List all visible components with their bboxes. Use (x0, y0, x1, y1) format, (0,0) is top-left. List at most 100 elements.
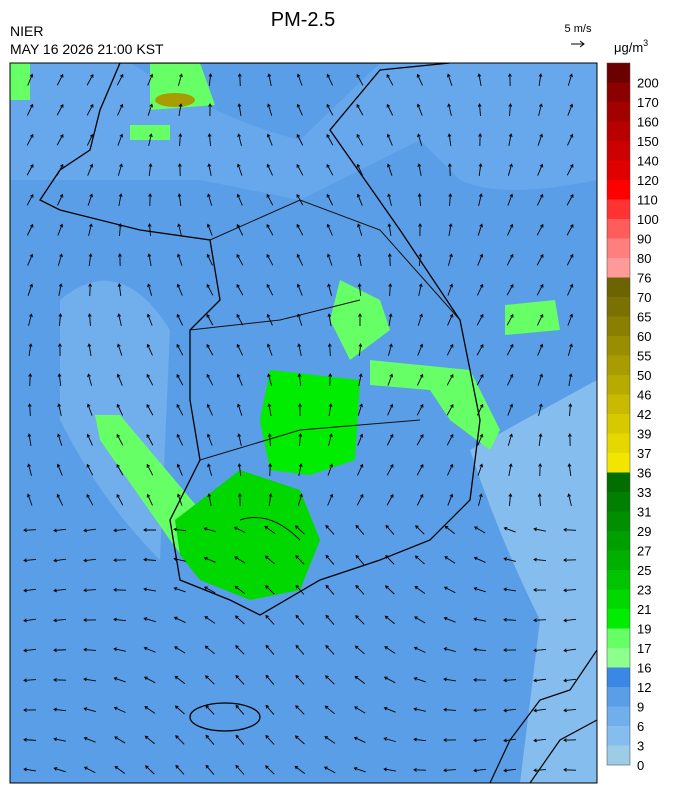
agency: NIER (10, 23, 43, 39)
wind-arrow (325, 675, 335, 685)
wind-arrow (506, 313, 514, 326)
colorbar-label: 17 (637, 641, 651, 656)
colorbar-segment (607, 277, 630, 298)
wind-arrow (143, 528, 157, 532)
wind-arrow (328, 373, 333, 387)
wind-arrow (383, 767, 396, 772)
colorbar-label: 21 (637, 602, 651, 617)
wind-arrow (57, 433, 63, 446)
wind-arrow (26, 193, 34, 206)
wind-arrow (417, 313, 423, 326)
wind-arrow (264, 526, 276, 534)
colorbar-label: 110 (637, 193, 658, 208)
wind-arrow (563, 558, 577, 563)
colorbar-label: 3 (637, 739, 644, 754)
wind-arrow (203, 556, 216, 563)
wind-arrow (146, 373, 154, 386)
wind-arrow (26, 223, 34, 236)
wind-arrow (503, 617, 517, 622)
wind-arrow (538, 433, 543, 447)
wind-arrow (146, 313, 153, 326)
wind-arrow (567, 133, 574, 146)
wind-arrow (144, 706, 156, 714)
wind-arrow (563, 618, 577, 623)
wind-arrow (566, 163, 574, 176)
wind-arrow (28, 313, 33, 326)
wind-arrow (118, 193, 123, 206)
wind-arrow (326, 223, 333, 236)
wind-arrow (384, 585, 395, 595)
wind-arrow (383, 737, 396, 743)
wind-arrow (53, 618, 67, 623)
wind-arrow (326, 73, 333, 86)
wind-arrow (477, 253, 484, 266)
wind-arrow (206, 403, 213, 416)
colorbar-segment (607, 219, 630, 239)
wind-arrow (53, 528, 67, 533)
colorbar-segment (607, 297, 630, 317)
wind-arrow (266, 283, 274, 296)
colorbar: 2001701601501401201101009080767065605550… (606, 62, 659, 773)
wind-arrow (58, 313, 63, 327)
wind-arrow (478, 133, 483, 147)
wind-arrow (503, 648, 517, 652)
wind-arrow (117, 313, 122, 326)
wind-arrow (387, 193, 392, 206)
wind-arrow (418, 253, 423, 267)
wind-arrow (476, 313, 484, 326)
wind-arrow (416, 103, 423, 116)
wind-arrow (264, 555, 275, 565)
wind-arrow (114, 765, 126, 774)
wind-arrow (473, 677, 487, 682)
colorbar-segment (607, 472, 630, 493)
wind-arrow (268, 493, 273, 507)
wind-arrow (235, 764, 245, 775)
wind-arrow (88, 253, 93, 267)
wind-arrow (117, 103, 124, 116)
wind-arrow (176, 313, 184, 326)
wind-arrow (265, 585, 275, 595)
wind-arrow (206, 433, 213, 446)
colorbar-label: 23 (637, 583, 651, 598)
wind-arrow (237, 73, 242, 87)
colorbar-segment (607, 121, 630, 142)
wind-arrow (538, 73, 543, 87)
wind-arrow (508, 463, 513, 476)
wind-arrow (355, 615, 365, 625)
wind-arrow (27, 73, 34, 86)
colorbar-segment (607, 180, 630, 200)
wind-arrow (23, 678, 37, 683)
colorbar-label: 170 (637, 95, 659, 110)
wind-arrow (56, 73, 64, 86)
colorbar-label: 25 (637, 563, 651, 578)
wind-arrow (568, 403, 573, 417)
colorbar-segment (607, 355, 630, 376)
wind-arrow (563, 738, 577, 743)
wind-arrow (236, 343, 244, 356)
wind-arrow (143, 676, 156, 684)
colorbar-label: 65 (637, 310, 651, 325)
wind-arrow (567, 433, 572, 447)
wind-arrow (537, 373, 544, 386)
wind-arrow (506, 283, 514, 296)
wind-arrow (173, 527, 187, 532)
wind-arrow (296, 73, 303, 86)
wind-arrow (417, 133, 423, 146)
wind-arrow (296, 253, 303, 266)
wind-arrow (267, 373, 273, 386)
colorbar-label: 55 (637, 349, 651, 364)
wind-arrow (533, 588, 547, 592)
wind-arrow (356, 193, 363, 206)
wind-arrow (87, 193, 94, 206)
wind-arrow (206, 283, 214, 296)
wind-arrow (237, 133, 242, 146)
wind-arrow (563, 588, 577, 593)
wind-arrow (444, 525, 455, 535)
wind-arrow (113, 647, 126, 652)
wind-arrow (563, 527, 577, 532)
wind-arrow (148, 193, 153, 207)
colorbar-segment (607, 628, 630, 649)
map (9, 62, 598, 784)
colorbar-label: 90 (637, 232, 651, 247)
wind-arrow (83, 588, 97, 593)
